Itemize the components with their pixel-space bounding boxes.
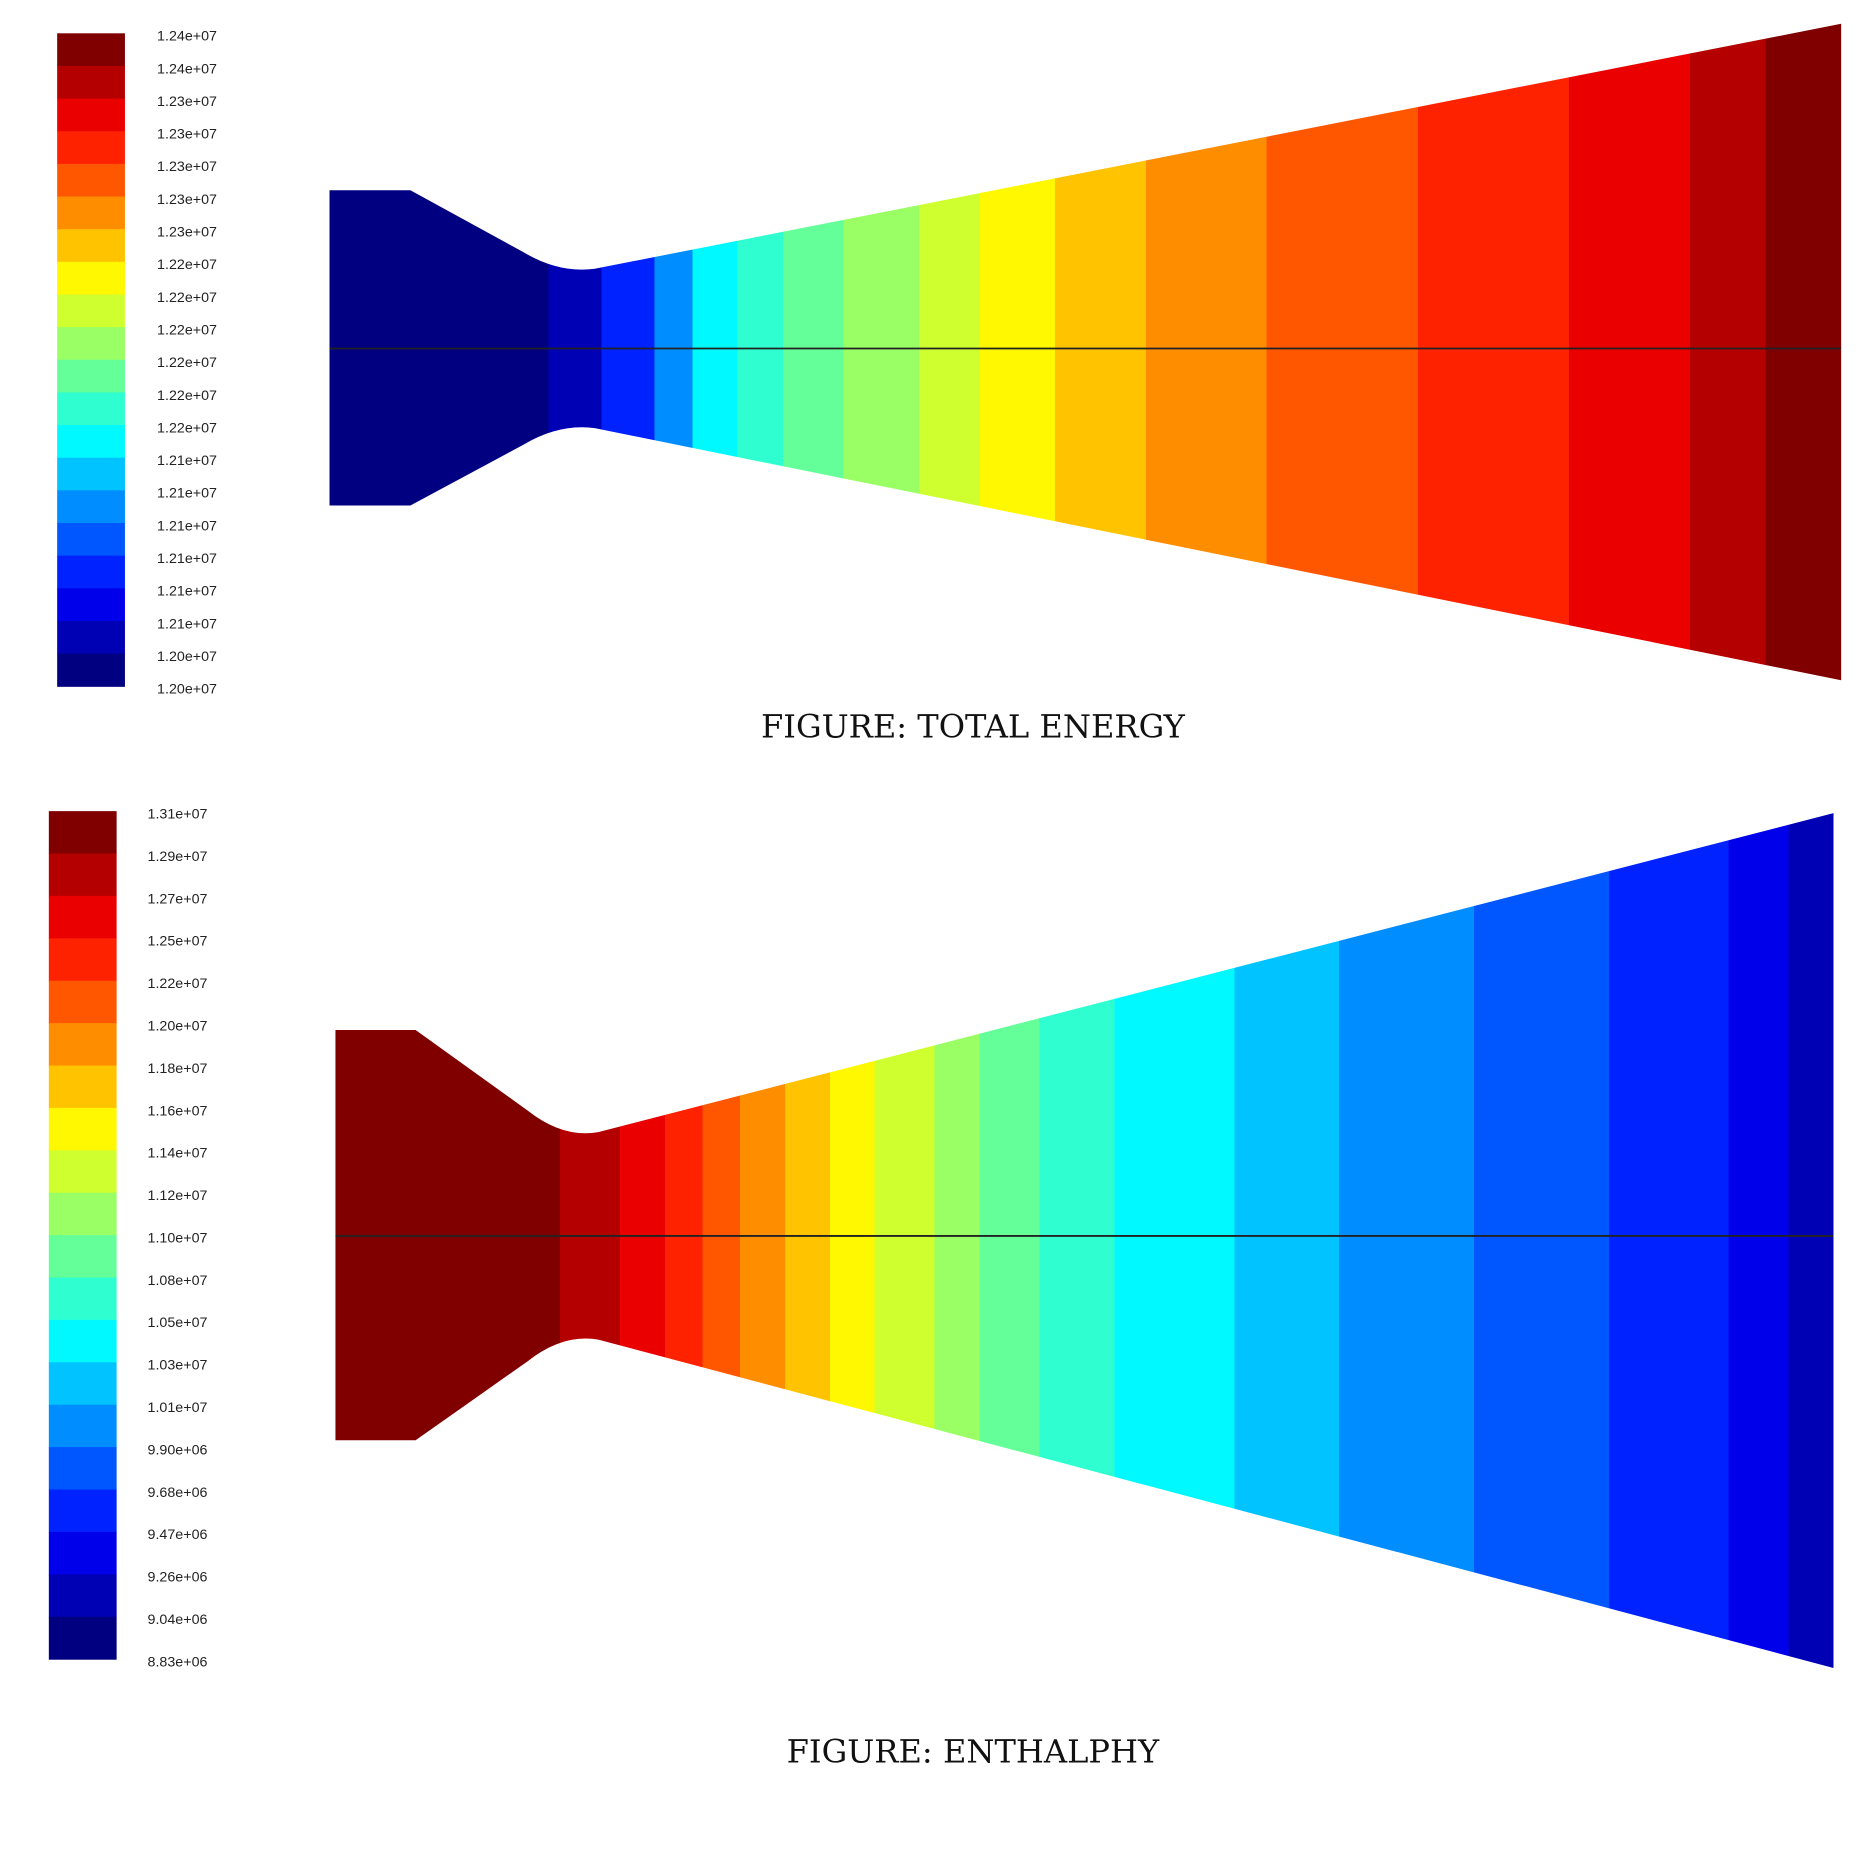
nozzle-contour [335, 813, 1834, 1668]
colorbar-band [57, 523, 125, 557]
colorbar-label: 1.20e+07 [148, 1018, 208, 1034]
colorbar-label: 1.16e+07 [148, 1103, 208, 1119]
colorbar-band [48, 1150, 117, 1194]
colorbar-label: 1.20e+07 [157, 649, 217, 665]
figure-caption: FIGURE: ENTHALPHY [787, 1733, 1160, 1771]
colorbar-band [57, 98, 125, 132]
colorbar-band [57, 490, 125, 524]
colorbar-band [57, 131, 125, 165]
colorbar-label: 1.03e+07 [148, 1358, 208, 1374]
colorbar-band [48, 1023, 117, 1067]
colorbar-band [48, 1107, 117, 1151]
colorbar-band [57, 163, 125, 198]
contour-plot [329, 23, 1842, 681]
colorbar-label: 1.20e+07 [157, 682, 217, 698]
colorbar-label: 1.21e+07 [157, 616, 217, 632]
colorbar-band [57, 33, 125, 67]
colorbar-band [48, 1362, 117, 1406]
colorbar-band [48, 1235, 117, 1279]
colorbar-label: 1.21e+07 [157, 453, 217, 469]
colorbar-label: 1.25e+07 [148, 934, 208, 950]
colorbar-band [48, 1574, 117, 1618]
colorbar-band [57, 65, 125, 100]
colorbar-label: 1.23e+07 [157, 225, 217, 241]
colorbar-label: 1.08e+07 [148, 1273, 208, 1289]
colorbar-label: 1.05e+07 [148, 1315, 208, 1331]
colorbar-label: 1.21e+07 [157, 518, 217, 534]
colorbar-label: 1.22e+07 [148, 976, 208, 992]
colorbar-band [48, 980, 117, 1024]
colorbar-band [48, 1531, 117, 1575]
colorbar-label: 1.10e+07 [148, 1230, 208, 1246]
colorbar-band [48, 853, 117, 897]
colorbar-label: 1.12e+07 [148, 1188, 208, 1204]
colorbar-label: 1.23e+07 [157, 159, 217, 175]
colorbar-label: 8.83e+06 [148, 1654, 208, 1670]
colorbar-label: 9.90e+06 [148, 1442, 208, 1458]
colorbar-band [57, 653, 125, 687]
colorbar-band [48, 1065, 117, 1109]
colorbar-band [48, 1192, 117, 1236]
colorbar-band [48, 1489, 117, 1533]
colorbar-band [57, 425, 125, 459]
colorbar-label: 1.21e+07 [157, 551, 217, 567]
colorbar-band [48, 895, 117, 939]
colorbar-band [57, 457, 125, 491]
colorbar-label: 1.27e+07 [148, 891, 208, 907]
colorbar-label: 1.31e+07 [148, 806, 208, 822]
colorbar-label: 1.22e+07 [157, 388, 217, 404]
colorbar-band [48, 1319, 117, 1363]
colorbar-band [57, 359, 125, 394]
colorbar-label: 9.47e+06 [148, 1527, 208, 1543]
colorbar-label: 1.21e+07 [157, 486, 217, 502]
colorbar-band [57, 555, 125, 589]
colorbar-label: 9.04e+06 [148, 1612, 208, 1628]
colorbar-label: 9.68e+06 [148, 1485, 208, 1501]
colorbar-band [48, 1616, 117, 1660]
contour-plot [335, 813, 1834, 1668]
colorbar-label: 1.24e+07 [157, 29, 217, 45]
colorbar-band [57, 327, 125, 361]
colorbar-label: 1.18e+07 [148, 1061, 208, 1077]
colorbar-label: 1.22e+07 [157, 322, 217, 338]
colorbar-band [48, 1404, 117, 1448]
colorbar-label: 1.29e+07 [148, 849, 208, 865]
colorbar-band [57, 294, 125, 328]
colorbar-band [57, 588, 125, 622]
colorbar-band [57, 620, 125, 655]
colorbar-band [57, 392, 125, 426]
colorbar-label: 1.14e+07 [148, 1146, 208, 1162]
colorbar-label: 1.22e+07 [157, 355, 217, 371]
colorbar-band [48, 1277, 117, 1321]
colorbar-label: 1.22e+07 [157, 290, 217, 306]
colorbar-label: 1.23e+07 [157, 94, 217, 110]
colorbar-label: 9.26e+06 [148, 1570, 208, 1586]
colorbar-band [48, 938, 117, 982]
colorbar-band [48, 1447, 117, 1491]
colorbar-label: 1.22e+07 [157, 257, 217, 273]
colorbar-band [57, 196, 125, 230]
colorbar-label: 1.23e+07 [157, 192, 217, 208]
colorbar-label: 1.21e+07 [157, 584, 217, 600]
figure-caption: FIGURE: TOTAL ENERGY [761, 707, 1186, 745]
nozzle-contour [329, 23, 1842, 681]
colorbar-band [57, 261, 125, 296]
colorbar-band [57, 229, 125, 263]
colorbar-label: 1.01e+07 [148, 1400, 208, 1416]
colorbar-label: 1.22e+07 [157, 420, 217, 436]
colorbar-band [48, 811, 117, 855]
colorbar-label: 1.23e+07 [157, 127, 217, 143]
colorbar-label: 1.24e+07 [157, 61, 217, 77]
